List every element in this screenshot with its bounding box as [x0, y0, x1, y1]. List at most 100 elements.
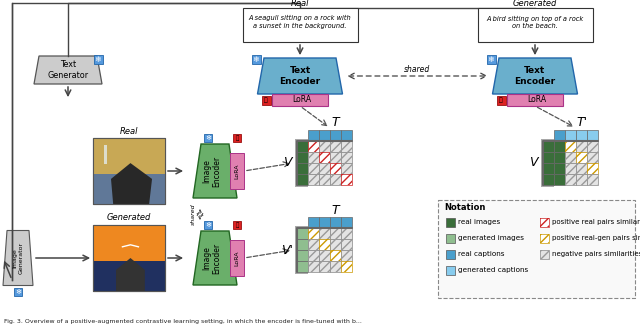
Text: 🔥: 🔥 [264, 97, 268, 103]
Bar [576, 152, 587, 163]
Bar [576, 152, 587, 163]
Bar [93, 138, 165, 204]
Bar [543, 141, 554, 152]
Text: V': V' [281, 243, 293, 256]
Bar [541, 139, 554, 142]
Bar [319, 163, 330, 174]
Bar [330, 228, 341, 239]
Bar [204, 134, 212, 142]
Text: Text
Encoder: Text Encoder [280, 66, 321, 86]
Bar [341, 228, 352, 239]
Text: Generated: Generated [513, 0, 557, 8]
Bar [587, 163, 598, 174]
Text: A seagull sitting on a rock with
a sunset in the background.: A seagull sitting on a rock with a sunse… [248, 15, 351, 29]
Bar [341, 250, 352, 261]
Bar [330, 130, 341, 141]
Text: shared: shared [191, 204, 195, 225]
Bar [576, 130, 587, 141]
Bar [308, 174, 319, 185]
Bar [297, 228, 308, 239]
Bar [272, 94, 328, 106]
Bar [341, 239, 352, 250]
Bar [576, 141, 587, 152]
Bar [587, 130, 598, 141]
Bar [330, 163, 341, 174]
Bar [104, 145, 107, 164]
Text: T': T' [576, 116, 587, 130]
Bar [341, 228, 352, 239]
Bar [308, 239, 319, 250]
Text: LoRA: LoRA [234, 250, 239, 266]
Bar [93, 225, 165, 291]
Bar [587, 163, 598, 174]
Text: Fig. 3. Overview of a positive-augmented contrastive learning setting, in which : Fig. 3. Overview of a positive-augmented… [4, 319, 362, 324]
Bar [319, 250, 330, 261]
Bar [295, 271, 308, 274]
Bar [233, 221, 241, 229]
Bar [341, 261, 352, 272]
Bar [297, 174, 308, 185]
Bar [319, 261, 330, 272]
Bar [93, 138, 165, 204]
Bar [330, 217, 341, 228]
Bar [330, 174, 341, 185]
Bar [330, 250, 341, 261]
Bar [341, 152, 352, 163]
Bar [330, 152, 341, 163]
Polygon shape [111, 163, 152, 204]
Bar [93, 138, 165, 174]
Bar [341, 239, 352, 250]
Bar [297, 261, 308, 272]
Bar [330, 261, 341, 272]
Bar [308, 228, 319, 239]
Bar [308, 152, 319, 163]
Text: ❄: ❄ [488, 54, 494, 64]
Text: 🔥: 🔥 [499, 97, 503, 103]
Bar [486, 54, 495, 64]
Text: ❄: ❄ [95, 54, 101, 64]
Bar [308, 141, 319, 152]
Bar [554, 141, 565, 152]
Bar [319, 152, 330, 163]
Bar [543, 163, 554, 174]
Bar [230, 240, 244, 276]
Text: generated images: generated images [458, 235, 524, 241]
Bar [308, 141, 319, 152]
Bar [319, 163, 330, 174]
Text: Text
Generator: Text Generator [47, 60, 88, 80]
Bar [341, 174, 352, 185]
Bar [319, 174, 330, 185]
Bar [565, 174, 576, 185]
Bar [295, 226, 308, 229]
Bar [319, 141, 330, 152]
Text: 🔥: 🔥 [236, 222, 239, 228]
Bar [540, 218, 549, 227]
Bar [297, 141, 308, 152]
Bar [341, 174, 352, 185]
Text: V: V [529, 156, 537, 170]
Bar [297, 239, 308, 250]
Bar [576, 174, 587, 185]
Polygon shape [257, 58, 342, 94]
Polygon shape [193, 144, 237, 198]
Bar [93, 261, 165, 291]
Bar [554, 152, 565, 163]
Bar [308, 228, 319, 239]
Bar [319, 152, 330, 163]
Polygon shape [493, 58, 577, 94]
Bar [540, 218, 549, 227]
Bar [308, 163, 319, 174]
Bar [341, 163, 352, 174]
Bar [204, 221, 212, 229]
Bar [587, 141, 598, 152]
Bar [295, 139, 299, 187]
Bar [543, 152, 554, 163]
Bar [330, 174, 341, 185]
Bar [308, 130, 319, 141]
Text: positive real pairs similarities: positive real pairs similarities [552, 219, 640, 225]
Text: 🔥: 🔥 [236, 135, 239, 141]
Bar [330, 261, 341, 272]
Bar [319, 250, 330, 261]
Text: Generated: Generated [107, 214, 151, 222]
Bar [587, 141, 598, 152]
